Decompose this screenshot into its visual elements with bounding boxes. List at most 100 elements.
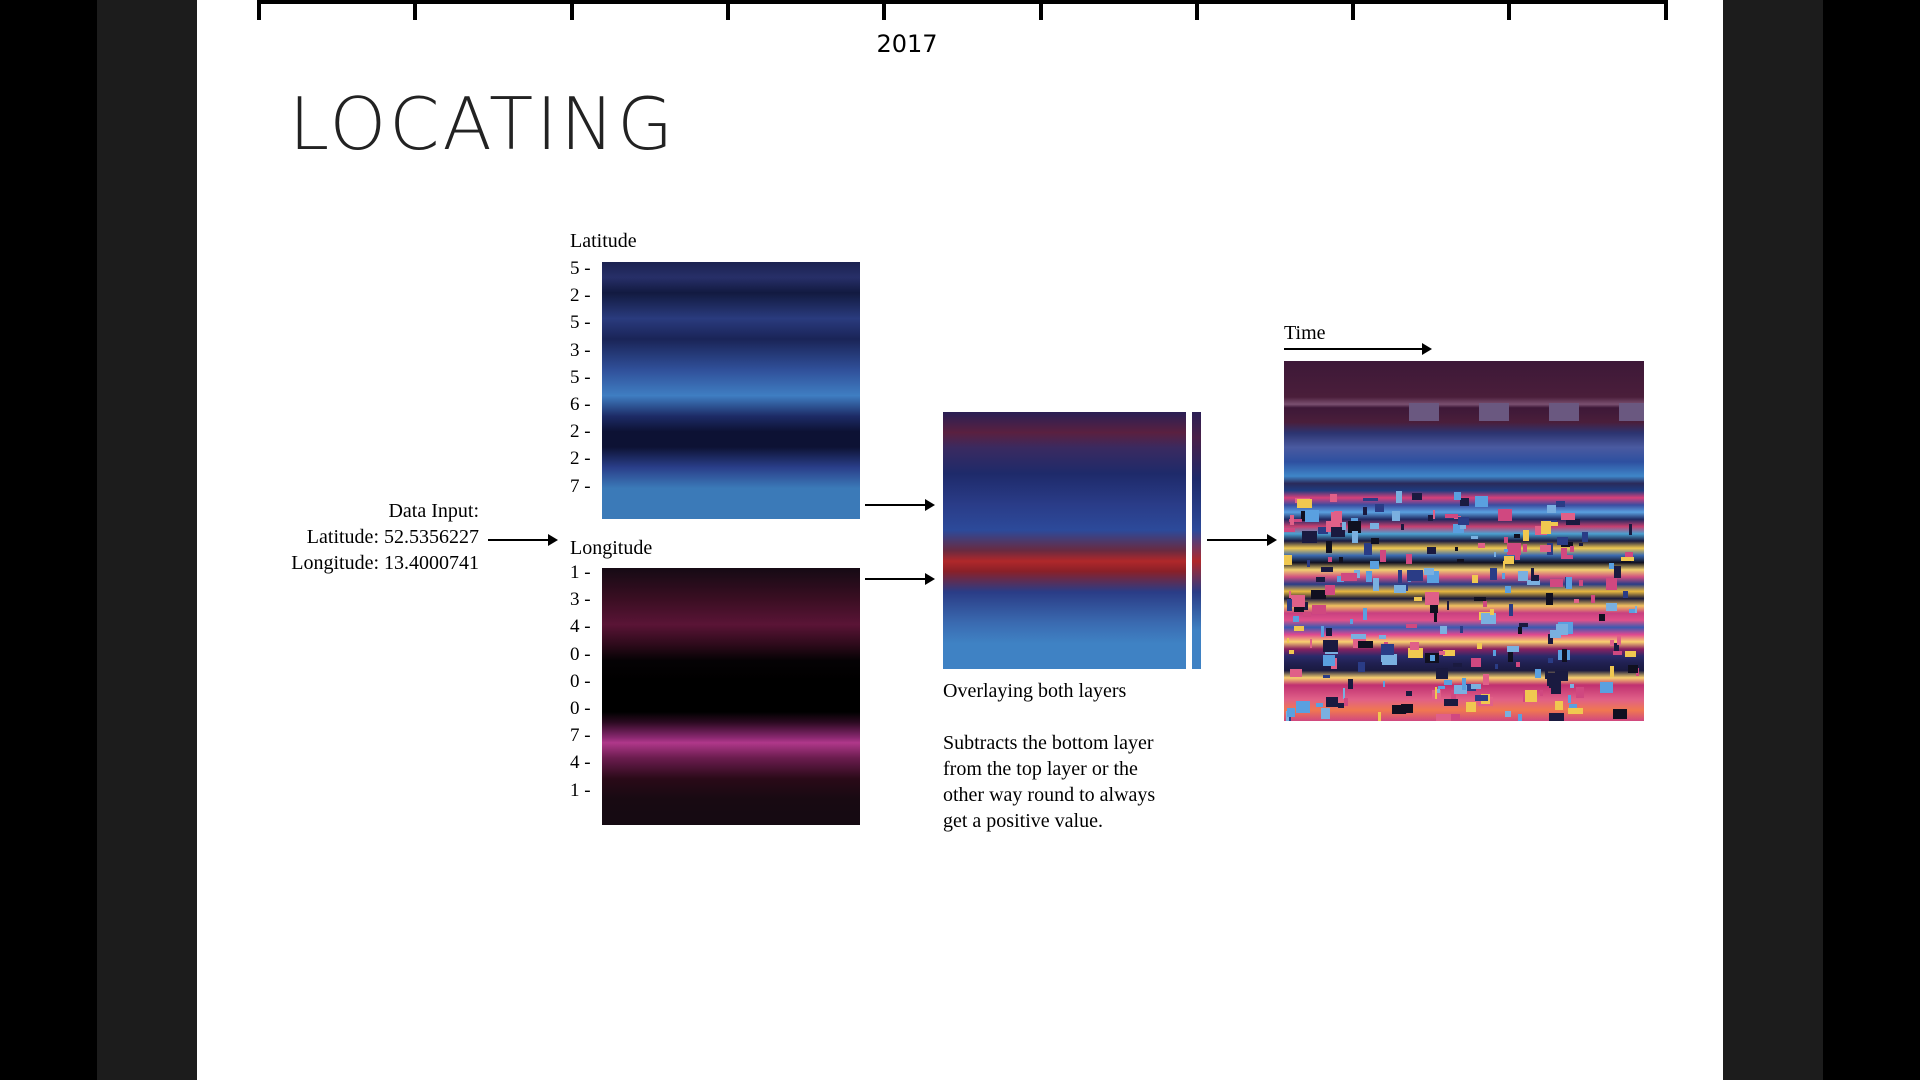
digit-label: 2 -: [570, 448, 591, 470]
result-streak: [1300, 511, 1309, 522]
result-streak: [1321, 707, 1330, 720]
result-streak: [1302, 602, 1309, 611]
result-streak: [1364, 542, 1373, 555]
result-streak: [1471, 574, 1478, 583]
result-streak: [1591, 594, 1595, 603]
result-streak: [1460, 524, 1466, 530]
result-streak: [1326, 521, 1341, 533]
result-streak: [1331, 512, 1334, 523]
result-streak: [1451, 689, 1457, 699]
timeline-tick: [725, 0, 730, 20]
result-streak: [1582, 532, 1589, 543]
result-streak: [1494, 663, 1499, 670]
timeline-tick: [257, 0, 261, 20]
result-streak: [1434, 687, 1438, 699]
result-streak: [1568, 694, 1572, 703]
longitude-layer: [602, 568, 860, 825]
result-streak: [1576, 687, 1584, 699]
result-streak: [1578, 579, 1584, 587]
result-streak: [1350, 633, 1367, 640]
slide-title: LOCATING: [289, 82, 677, 166]
result-streak: [1561, 554, 1573, 559]
result-streak: [1315, 703, 1323, 707]
result-streak: [1284, 554, 1293, 566]
overlay-desc-line-4: get a positive value.: [943, 810, 1103, 832]
input-arrow: [488, 534, 558, 546]
result-streak: [1605, 603, 1618, 611]
result-streak: [1287, 599, 1292, 611]
result-streak: [1502, 560, 1506, 570]
result-streak: [1625, 552, 1634, 557]
timeline-tick: [1507, 0, 1512, 20]
overlay-desc-line-1: Subtracts the bottom layer: [943, 732, 1154, 754]
data-input-heading: Data Input:: [388, 500, 479, 522]
result-streak: [1337, 702, 1344, 708]
result-streak: [1629, 523, 1633, 536]
result-streak: [1504, 536, 1508, 543]
result-streak: [1547, 658, 1553, 663]
overlay-arrow: [1207, 534, 1277, 546]
result-streak: [1392, 510, 1401, 521]
digit-label: 0 -: [570, 643, 591, 665]
result-block: [1619, 403, 1644, 421]
timeline-tick: [1351, 0, 1356, 20]
result-streak: [1453, 524, 1465, 533]
result-streak: [1348, 678, 1353, 690]
result-streak: [1547, 504, 1556, 514]
result-streak: [1531, 567, 1534, 580]
result-streak: [1565, 577, 1572, 590]
result-streak: [1429, 600, 1439, 614]
result-streak: [1288, 650, 1295, 655]
overlay-desc-line-2: from the top layer or the: [943, 758, 1138, 780]
result-streak: [1546, 592, 1553, 605]
result-streak: [1623, 590, 1628, 599]
digit-label: 3 -: [570, 339, 591, 361]
result-streak: [1331, 527, 1345, 537]
result-streak: [1380, 643, 1395, 655]
result-streak: [1518, 622, 1528, 627]
timeline-tick: [569, 0, 574, 20]
result-streak: [1474, 597, 1486, 601]
result-streak: [1425, 592, 1439, 605]
overlay-strip: [1192, 412, 1201, 669]
result-streak: [1296, 499, 1313, 508]
result-streak: [1474, 495, 1489, 508]
result-streak: [1406, 553, 1412, 565]
result-streak: [1400, 704, 1413, 713]
result-streak: [1540, 689, 1543, 697]
result-block: [1479, 403, 1509, 421]
result-streak: [1550, 579, 1564, 588]
result-streak: [1498, 508, 1512, 522]
longitude-label: Longitude: [570, 537, 653, 559]
result-streak: [1567, 708, 1583, 714]
result-streak: [1370, 523, 1380, 529]
timeline-line: [257, 0, 1667, 4]
result-streak: [1397, 570, 1403, 583]
result-streak: [1321, 567, 1333, 573]
result-streak: [1427, 514, 1433, 522]
result-streak: [1379, 634, 1387, 639]
result-streak: [1545, 670, 1548, 680]
result-streak: [1435, 714, 1451, 721]
result-streak: [1380, 549, 1386, 562]
result-streak: [1518, 627, 1522, 634]
latitude-arrow: [865, 499, 935, 511]
result-streak: [1613, 565, 1622, 579]
result-streak: [1394, 585, 1406, 594]
result-streak: [1483, 601, 1487, 607]
timeline-tick: [1663, 0, 1668, 20]
result-streak: [1465, 701, 1476, 713]
result-streak: [1381, 654, 1397, 662]
result-streak: [1326, 628, 1332, 637]
result-streak: [1483, 674, 1490, 686]
result-streak: [1471, 658, 1481, 668]
result-streak: [1433, 609, 1438, 622]
result-streak: [1302, 532, 1317, 537]
result-streak: [1284, 528, 1296, 532]
result-streak: [1371, 538, 1380, 545]
result-streak: [1310, 639, 1313, 648]
result-streak: [1310, 590, 1327, 599]
result-streak: [1436, 667, 1449, 679]
result-streak: [1440, 626, 1448, 635]
overlay-caption: Overlaying both layers: [943, 680, 1127, 702]
